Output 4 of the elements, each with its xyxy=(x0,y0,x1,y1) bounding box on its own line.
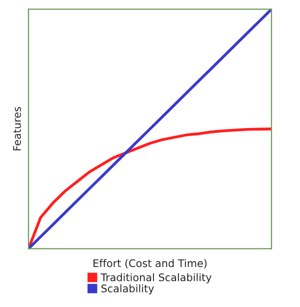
y-axis-title: Features xyxy=(13,107,21,150)
legend-label: Scalability xyxy=(101,284,154,294)
legend-label: Traditional Scalability xyxy=(100,273,212,284)
x-axis-title: Effort (Cost and Time) xyxy=(94,259,207,268)
